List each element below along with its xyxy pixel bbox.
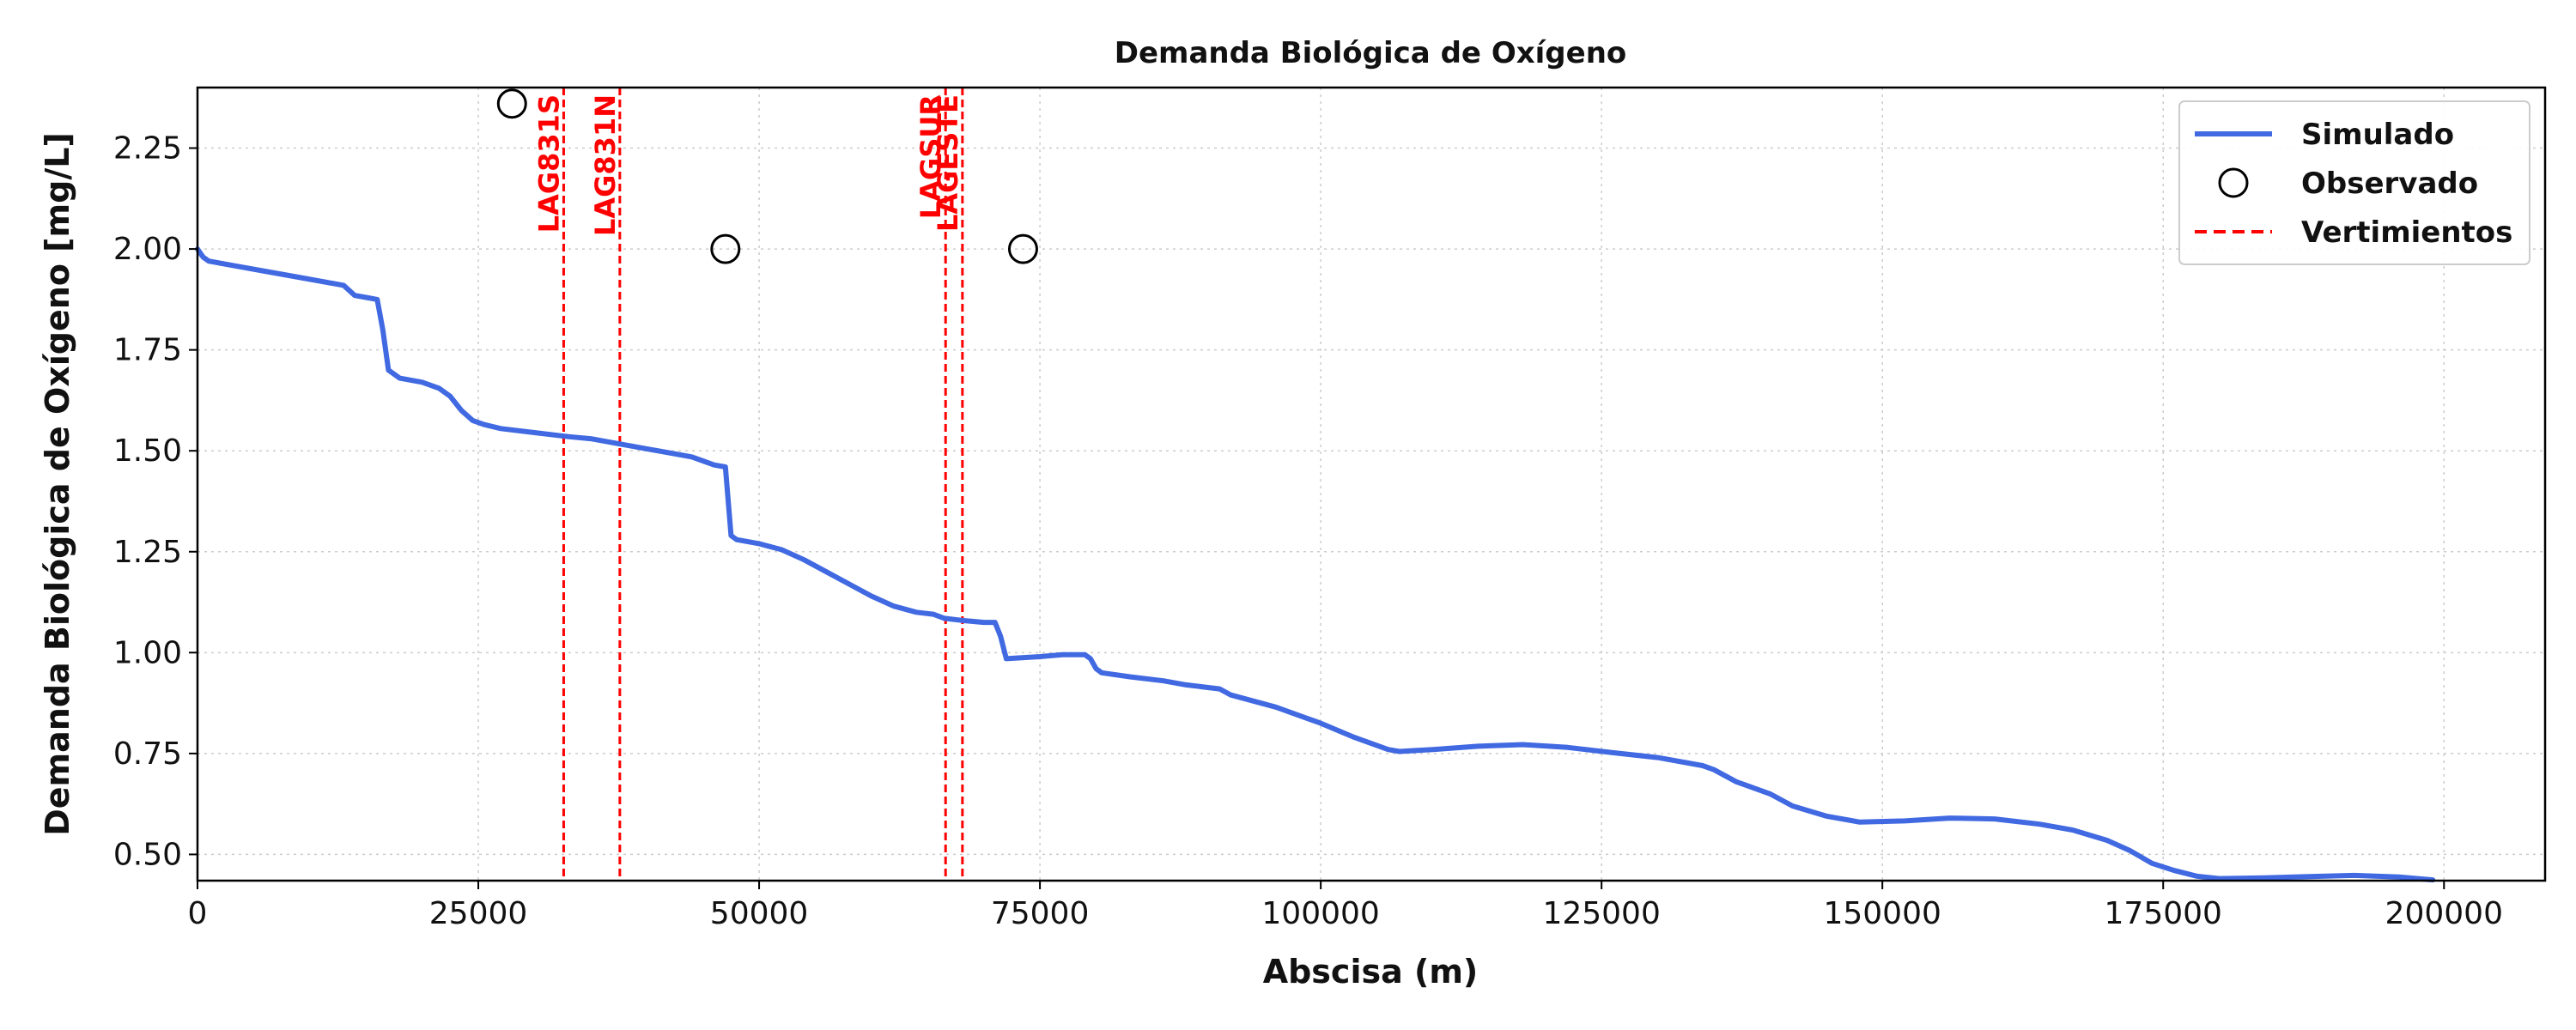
legend-box	[2178, 100, 2530, 265]
y-tick-label: 0.50	[113, 837, 182, 872]
chart-title: Demanda Biológica de Oxígeno	[1115, 36, 1627, 70]
y-axis-ticks: 0.50 0.75 1.00 1.25 1.50 1.75 2.00 2.25	[113, 131, 197, 872]
y-tick-label: 1.50	[113, 433, 182, 469]
x-tick-label: 175000	[2105, 896, 2222, 931]
vertimiento-label: LAG831S	[532, 94, 565, 233]
y-tick-label: 1.75	[113, 333, 182, 368]
legend-label: Vertimientos	[2301, 215, 2512, 250]
plot-frame	[196, 86, 2547, 882]
simulado-line	[195, 246, 2436, 883]
y-tick-label: 0.75	[113, 736, 182, 772]
x-tick-label: 25000	[429, 896, 528, 931]
observado-point	[496, 88, 527, 119]
x-axis-label: Abscisa (m)	[1263, 953, 1479, 991]
x-tick-label: 100000	[1261, 896, 1379, 931]
legend: Simulado Observado Vertimientos	[2178, 100, 2530, 265]
x-axis-ticks: 0 25000 50000 75000 100000 125000 150000 175000…	[188, 881, 2503, 931]
y-tick-label: 1.00	[113, 635, 182, 670]
series-layer	[195, 88, 2436, 883]
x-tick-label: 0	[188, 896, 208, 931]
legend-observado-swatch	[2218, 167, 2249, 198]
y-tick-label: 2.25	[113, 131, 182, 167]
y-tick-label: 1.25	[113, 535, 182, 570]
legend-label: Observado	[2301, 167, 2478, 201]
observado-point	[1007, 233, 1038, 264]
vertimiento-label: LAGSUR	[914, 94, 947, 219]
x-tick-label: 75000	[991, 896, 1090, 931]
observado-point	[710, 233, 741, 264]
y-tick-label: 2.00	[113, 232, 182, 267]
legend-label: Simulado	[2301, 118, 2454, 152]
vertimiento-label: LAG831N	[589, 94, 622, 236]
vertimiento-label: LAGESTE	[932, 94, 964, 232]
x-tick-label: 150000	[1823, 896, 1941, 931]
x-tick-label: 200000	[2385, 896, 2503, 931]
y-axis-label: Demanda Biológica de Oxígeno [mg/L]	[39, 132, 76, 836]
x-tick-label: 125000	[1542, 896, 1660, 931]
x-tick-label: 50000	[710, 896, 809, 931]
